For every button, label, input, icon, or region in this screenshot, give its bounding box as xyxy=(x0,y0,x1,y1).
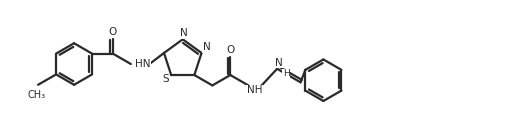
Text: N: N xyxy=(180,28,188,38)
Text: NH: NH xyxy=(247,85,262,95)
Text: O: O xyxy=(109,27,117,37)
Text: H: H xyxy=(282,69,289,78)
Text: S: S xyxy=(162,74,169,84)
Text: O: O xyxy=(226,46,235,56)
Text: HN: HN xyxy=(135,59,150,69)
Text: CH₃: CH₃ xyxy=(27,90,45,100)
Text: N: N xyxy=(203,42,210,52)
Text: N: N xyxy=(275,58,283,68)
